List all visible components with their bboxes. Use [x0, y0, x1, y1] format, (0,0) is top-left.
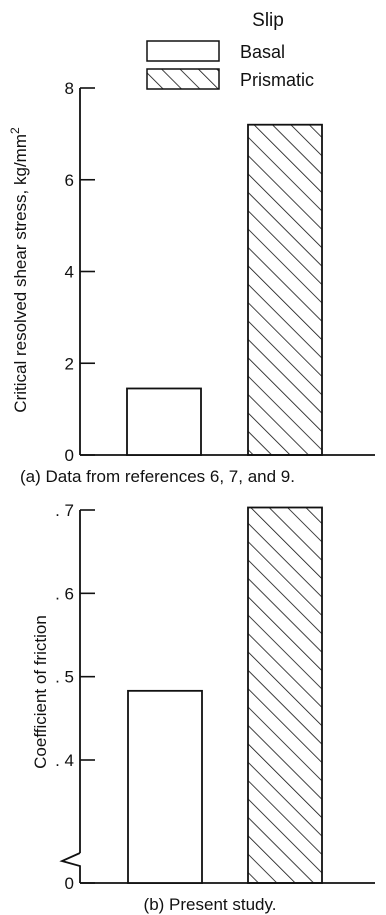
chart-a-tick-label: 6	[65, 171, 74, 190]
chart-b-tick-label: . 7	[55, 501, 74, 520]
chart-a-bars	[126, 123, 323, 456]
chart-a-caption: (a) Data from references 6, 7, and 9.	[20, 467, 295, 486]
chart-a-ylabel: Critical resolved shear stress, kg/mm2	[8, 127, 30, 413]
chart-b-ticks: 0 . 4 . 5 . 6 . 7	[55, 501, 95, 893]
chart-a-bar-prismatic	[247, 123, 323, 456]
chart-b-tick-label: 0	[65, 874, 74, 893]
chart-a-tick-label: 2	[65, 354, 74, 373]
chart-b-tick-label: . 4	[55, 751, 74, 770]
chart-b-tick-label: . 6	[55, 584, 74, 603]
chart-a-bar-basal	[126, 387, 202, 456]
chart-b-bar-prismatic	[247, 506, 323, 884]
legend-swatch-basal	[146, 40, 220, 62]
legend-title: Slip	[252, 10, 284, 31]
legend-swatch-prismatic	[146, 68, 220, 90]
legend: Slip Basal Prismatic	[146, 10, 314, 90]
chart-a-ticks: 0 2 4 6 8	[65, 79, 95, 465]
chart-b-caption: (b) Present study.	[144, 895, 277, 914]
chart-b-tick-label: . 5	[55, 668, 74, 687]
chart-b-ylabel: Coefficient of friction	[31, 615, 50, 769]
legend-label-prismatic: Prismatic	[240, 70, 314, 90]
chart-b-bar-basal	[127, 689, 203, 884]
chart-b: 0 . 4 . 5 . 6 . 7 Coefficient of friction (b…	[31, 501, 375, 914]
chart-b-axis-break	[59, 852, 81, 883]
chart-a-tick-label: 4	[65, 263, 74, 282]
chart-a-tick-label: 0	[65, 446, 74, 465]
chart-a: 0 2 4 6 8 Critical resolved shear stress, kg…	[8, 79, 375, 486]
chart-a-tick-label: 8	[65, 79, 74, 98]
legend-label-basal: Basal	[240, 42, 285, 62]
chart-b-bars	[127, 506, 323, 884]
